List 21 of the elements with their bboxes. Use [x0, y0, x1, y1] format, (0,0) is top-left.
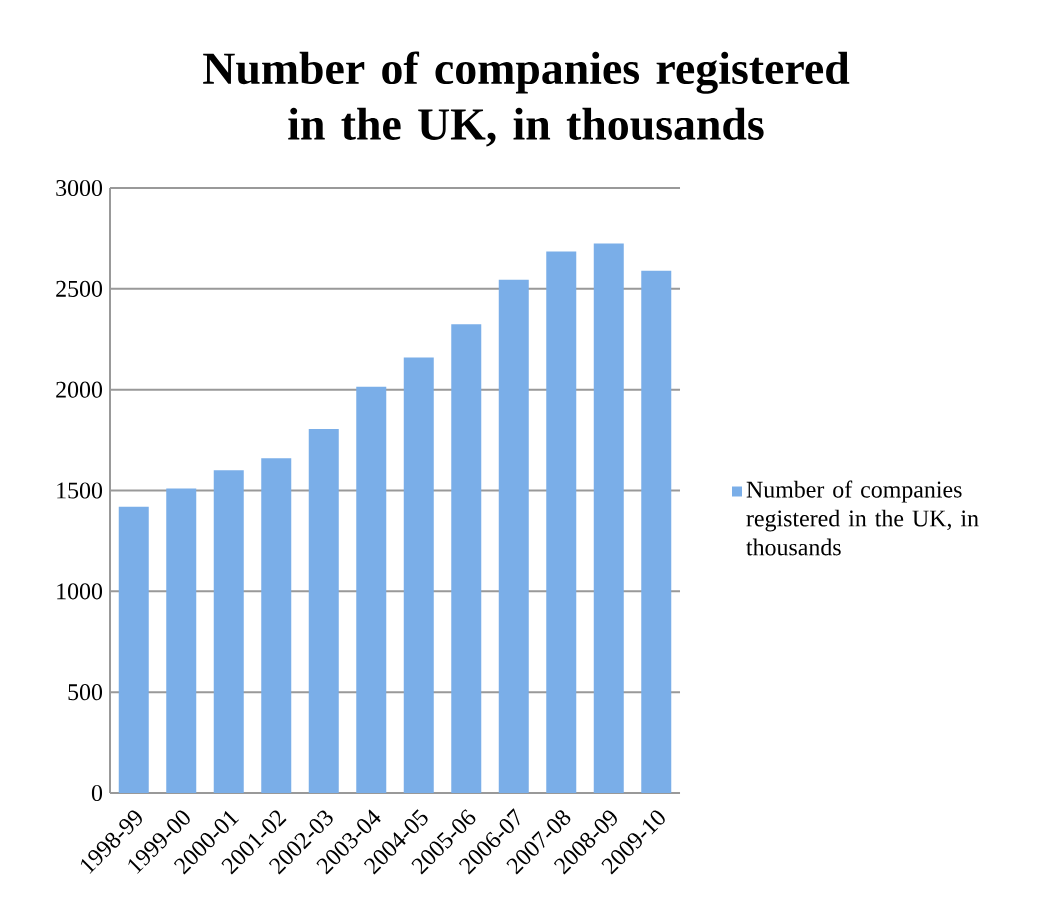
- y-tick-label: 1500: [57, 482, 103, 499]
- bar: [593, 243, 624, 793]
- bar: [118, 506, 149, 793]
- bar: [308, 428, 339, 793]
- y-tick-label: 1000: [57, 583, 103, 600]
- y-tick-label: 2000: [56, 381, 103, 398]
- y-tick-label: 0: [91, 784, 103, 802]
- chart-title: Number of companies registered in the UK, in thousands: [203, 51, 850, 147]
- bar: [166, 488, 197, 793]
- bar: [498, 279, 529, 793]
- bar: [213, 470, 244, 793]
- y-tick-label: 500: [68, 684, 103, 701]
- y-tick-label: 2500: [56, 280, 103, 297]
- bar: [546, 251, 577, 793]
- bar: [356, 386, 387, 793]
- bar: [641, 270, 672, 793]
- bar: [451, 324, 482, 793]
- bar: [403, 357, 434, 793]
- y-tick-label: 3000: [56, 179, 103, 197]
- bar: [261, 458, 292, 793]
- legend-label: Number of companies registered in the UK, in thousands: [746, 480, 979, 556]
